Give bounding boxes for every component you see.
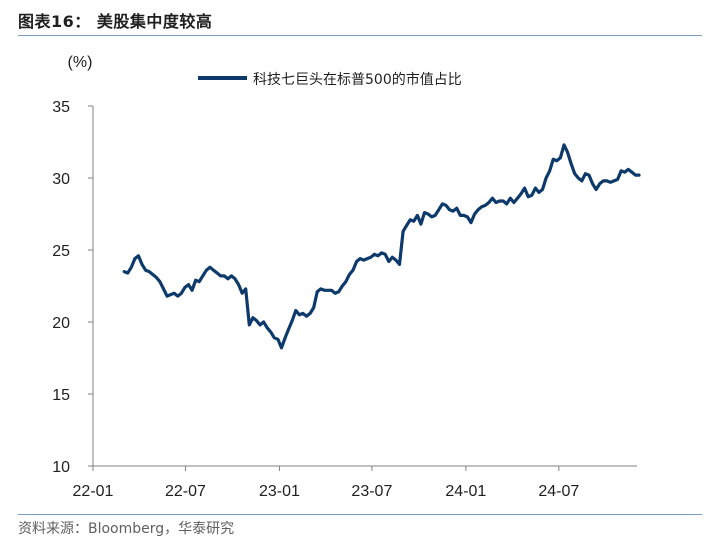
y-tick-label: 15 (52, 387, 70, 404)
y-tick-label: 20 (52, 315, 70, 332)
y-tick-label: 10 (52, 459, 70, 476)
x-tick-label: 22-01 (73, 483, 114, 500)
y-tick-label: 25 (52, 243, 70, 260)
x-tick-label: 24-07 (538, 483, 579, 500)
x-tick-label: 23-01 (259, 483, 300, 500)
title-rule (18, 35, 702, 36)
legend: 科技七巨头在标普500的市值占比 (198, 71, 462, 88)
source-note: 资料来源：Bloomberg，华泰研究 (18, 521, 235, 537)
axes (92, 106, 637, 467)
legend-label: 科技七巨头在标普500的市值占比 (253, 71, 462, 88)
x-tick-label: 24-01 (445, 483, 486, 500)
x-axis-ticks: 22-01 22-07 23-01 23-07 24-01 24-07 (73, 466, 579, 500)
y-tick-label: 35 (52, 99, 70, 116)
x-tick-label: 23-07 (351, 483, 392, 500)
figure-title: 图表16： 美股集中度较高 (18, 12, 213, 31)
source-rule (18, 514, 702, 515)
y-tick-label: 30 (52, 171, 70, 188)
y-unit-label: (%) (68, 54, 93, 71)
series-line-0 (122, 143, 641, 350)
y-axis-ticks: 10 15 20 25 30 35 (52, 99, 93, 476)
plot-area (122, 143, 641, 350)
x-tick-label: 22-07 (165, 483, 206, 500)
